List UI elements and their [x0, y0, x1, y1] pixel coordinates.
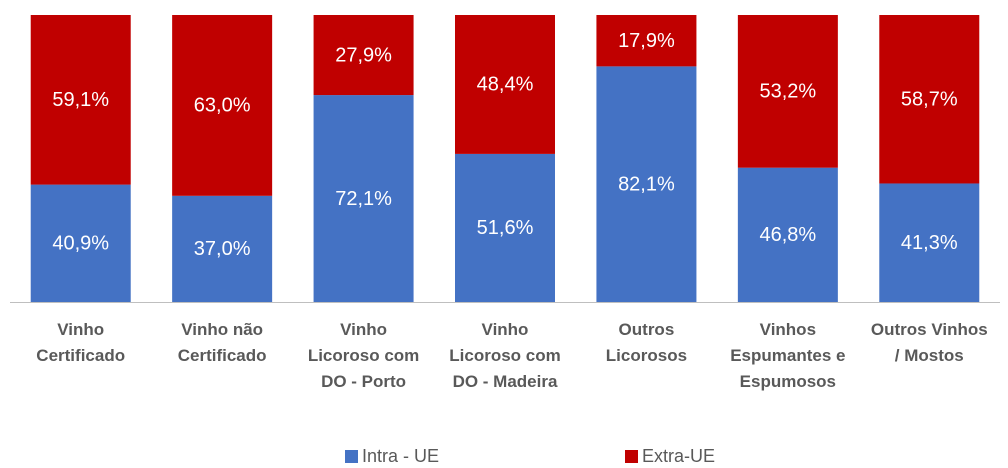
x-tick-label: Vinho Licoroso com DO - Madeira — [449, 320, 561, 391]
data-label: 41,3% — [901, 232, 958, 254]
x-tick-label: Vinho Certificado — [36, 320, 126, 365]
x-tick-label: Vinho não Certificado — [177, 320, 267, 365]
data-label: 58,7% — [901, 89, 958, 111]
bar-segment — [172, 15, 273, 196]
bar-segment — [313, 15, 414, 96]
x-tick-label: Vinho Licoroso com DO - Porto — [307, 320, 420, 391]
x-tick-label: Vinhos Espumantes e Espumosos — [730, 320, 846, 391]
bar-segment — [30, 15, 131, 185]
data-label: 51,6% — [477, 217, 534, 239]
bar-segment — [596, 15, 697, 67]
data-label: 53,2% — [759, 81, 816, 103]
bar-segment — [879, 183, 980, 302]
bar-segment — [596, 66, 697, 302]
legend-swatch — [345, 450, 358, 463]
bar-segment — [172, 195, 273, 302]
x-tick-label: Outros Licorosos — [605, 320, 688, 365]
data-label: 59,1% — [52, 89, 109, 111]
bar-segment — [455, 153, 555, 302]
data-label: 40,9% — [52, 233, 109, 255]
legend-swatch — [625, 450, 638, 463]
data-label: 37,0% — [194, 238, 251, 260]
bar-segment — [30, 184, 131, 302]
data-label: 17,9% — [618, 30, 675, 52]
data-label: 72,1% — [335, 188, 392, 210]
data-label: 27,9% — [335, 44, 392, 66]
bar-segment — [879, 15, 980, 184]
x-tick-label: Outros Vinhos / Mostos — [870, 320, 988, 365]
data-label: 82,1% — [618, 173, 675, 195]
bar-segment — [313, 95, 414, 302]
bar-segment — [737, 167, 838, 302]
legend-label: Intra - UE — [362, 446, 439, 466]
bar-segment — [455, 15, 555, 154]
bar-segment — [737, 15, 838, 168]
data-label: 46,8% — [759, 224, 816, 246]
data-label: 63,0% — [194, 95, 251, 117]
data-label: 48,4% — [477, 74, 534, 96]
legend-label: Extra-UE — [642, 446, 715, 466]
